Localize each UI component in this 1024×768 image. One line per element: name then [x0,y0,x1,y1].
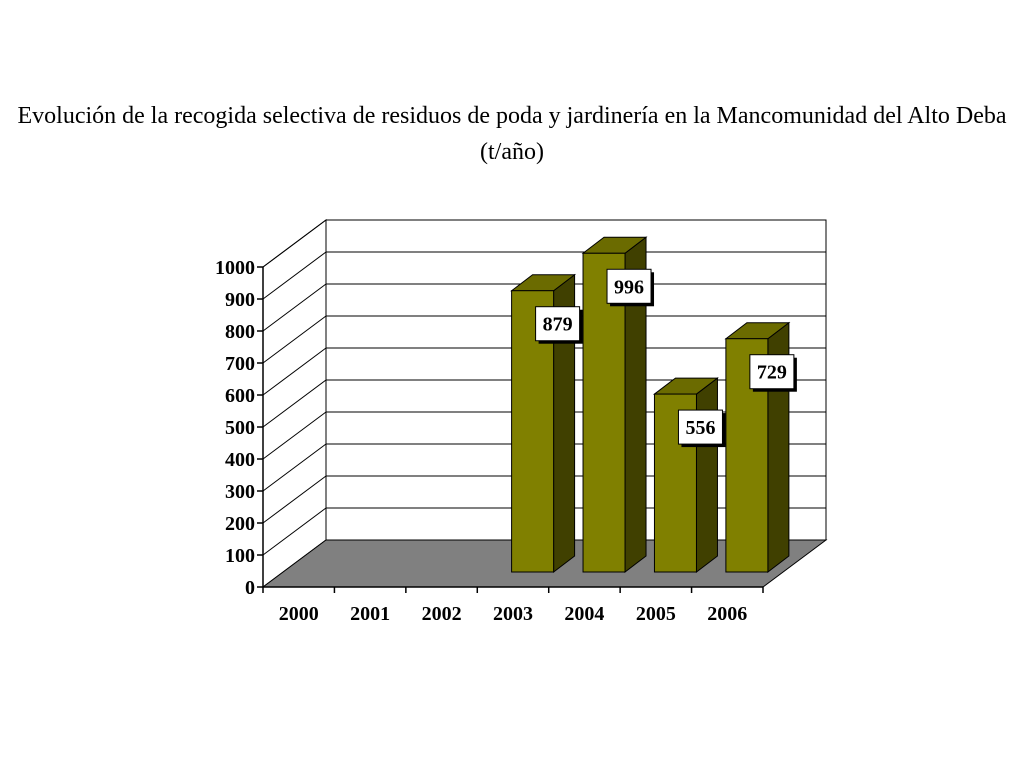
gridline-side-700 [262,315,327,364]
y-tick-label-600: 600 [225,385,255,407]
bar-2004 [581,236,648,574]
gridline-side-600 [262,347,327,396]
gridline-side-300 [262,443,327,492]
x-tick-label-2001: 2001 [350,603,390,625]
gridlines [262,219,826,556]
data-label-2003: 879 [535,306,583,344]
y-tick-label-300: 300 [225,481,255,503]
bar-side-2005 [695,377,718,574]
data-label-box-2005 [677,409,723,445]
y-tick-label-800: 800 [225,321,255,343]
gridline-side-1000 [262,219,327,268]
chart-title: Evolución de la recogida selectiva de re… [17,103,1007,165]
y-tick-label-100: 100 [225,545,255,567]
y-tick-label-700: 700 [225,353,255,375]
gridline-side-200 [262,475,327,524]
data-label-2006: 729 [749,354,797,392]
data-label-text-2003: 879 [543,314,573,336]
gridline-side-900 [262,251,327,300]
data-label-text-2006: 729 [757,362,787,384]
data-label-text-2004: 996 [614,276,644,298]
gridline-side-800 [262,283,327,332]
gridline-side-500 [262,379,327,428]
x-tick-label-2006: 2006 [707,603,747,625]
y-tick-label-0: 0 [245,577,255,599]
x-tick-label-2000: 2000 [279,603,319,625]
data-label-2005: 556 [677,409,726,448]
data-label-box-2004 [606,268,652,304]
y-tick-label-400: 400 [225,449,255,471]
data-label-text-2005: 556 [685,417,715,439]
bar-2005 [652,377,719,574]
x-tick-label-2005: 2005 [636,603,676,625]
y-tick-label-500: 500 [225,417,255,439]
y-tick-label-900: 900 [225,289,255,311]
x-tick-label-2002: 2002 [422,603,462,625]
gridline-side-100 [262,507,327,556]
y-tick-label-200: 200 [225,513,255,535]
x-tick-label-2004: 2004 [564,603,604,625]
data-label-2004: 996 [606,268,655,307]
axes: 0 100 200 300 400 500 600 700 800 900 1000 2000 2001… [215,257,764,625]
bar-front-2004 [582,252,626,573]
data-labels: 879 996 556 729 [535,268,797,448]
data-label-box-2003 [535,306,581,342]
y-tick-label-1000: 1000 [215,257,255,279]
gridline-side-400 [262,411,327,460]
data-label-box-2006 [749,354,795,390]
x-tick-label-2003: 2003 [493,603,533,625]
